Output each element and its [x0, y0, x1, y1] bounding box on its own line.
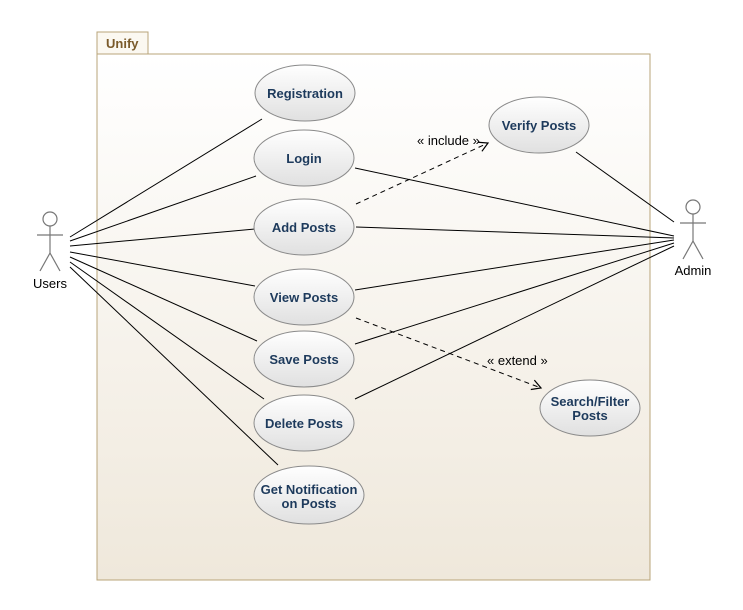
use-case-verify-posts[interactable]: Verify Posts: [488, 96, 590, 154]
use-case-label-line2: on Posts: [282, 496, 337, 511]
use-case-label-line1: Search/Filter: [551, 394, 630, 409]
actor-admin[interactable]: [680, 199, 706, 260]
actor-users-label: Users: [33, 276, 67, 291]
assoc-admin-view-posts: [354, 239, 675, 291]
extend-arrow: [355, 317, 543, 391]
assoc-admin-add-posts: [355, 226, 675, 239]
system-name: Unify: [106, 36, 139, 51]
use-case-label-line2: Posts: [572, 408, 607, 423]
assoc-users-get-notification: [69, 266, 279, 466]
assoc-admin-delete-posts: [354, 245, 675, 400]
assoc-users-login: [69, 175, 257, 242]
actor-left-leg: [682, 240, 694, 260]
use-case-label: Delete Posts: [265, 416, 343, 431]
actor-head: [42, 211, 58, 227]
use-case-label: Save Posts: [269, 352, 338, 367]
use-case-get-notification[interactable]: Get Notification on Posts: [253, 465, 365, 525]
actor-right-leg: [692, 240, 704, 260]
actor-head: [685, 199, 701, 215]
actor-admin-label: Admin: [675, 263, 712, 278]
users-associations: [69, 118, 279, 466]
assoc-users-delete-posts: [69, 261, 265, 400]
use-case-label: Login: [286, 151, 321, 166]
assoc-admin-save-posts: [354, 242, 675, 345]
use-case-label: Registration: [267, 86, 343, 101]
use-case-label: Verify Posts: [502, 118, 576, 133]
dependencies: [355, 141, 543, 391]
assoc-users-registration: [69, 118, 263, 238]
use-case-login[interactable]: Login: [253, 129, 355, 187]
assoc-users-view-posts: [69, 251, 256, 287]
assoc-users-save-posts: [69, 256, 258, 342]
actor-left-leg: [39, 252, 51, 272]
use-case-registration[interactable]: Registration: [254, 64, 356, 122]
include-arrow: [355, 141, 490, 205]
use-case-search-filter[interactable]: Search/Filter Posts: [539, 379, 641, 437]
actor-users[interactable]: [37, 211, 63, 272]
use-case-view-posts[interactable]: View Posts: [253, 268, 355, 326]
use-case-label: View Posts: [270, 290, 338, 305]
admin-associations: [354, 151, 675, 400]
assoc-admin-verify-posts: [575, 151, 675, 223]
use-case-label: Add Posts: [272, 220, 336, 235]
extend-label: « extend »: [487, 353, 548, 368]
use-case-save-posts[interactable]: Save Posts: [253, 330, 355, 388]
actor-right-leg: [49, 252, 61, 272]
assoc-admin-login: [354, 167, 675, 237]
use-case-add-posts[interactable]: Add Posts: [253, 198, 355, 256]
include-label: « include »: [417, 133, 480, 148]
use-case-delete-posts[interactable]: Delete Posts: [253, 394, 355, 452]
assoc-users-add-posts: [69, 228, 256, 247]
use-case-label-line1: Get Notification: [261, 482, 358, 497]
